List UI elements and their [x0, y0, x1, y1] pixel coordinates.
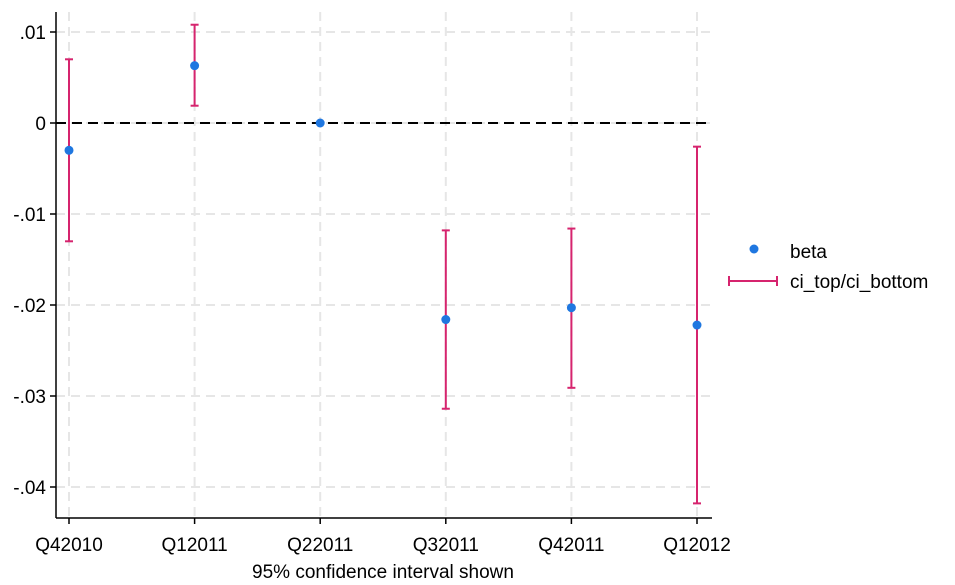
ci-series: [65, 23, 701, 505]
y-tick-label: .01: [20, 23, 46, 44]
legend-beta-marker: [749, 244, 759, 254]
y-tick-label: -.01: [13, 205, 46, 226]
beta-point: [64, 145, 74, 155]
x-tick-label: Q32011: [413, 535, 479, 556]
x-tick-label: Q12012: [663, 535, 731, 556]
x-tick-label: Q22011: [287, 535, 353, 556]
y-tick-label: -.02: [13, 296, 46, 317]
beta-point: [315, 118, 325, 128]
beta-point: [441, 315, 451, 325]
legend-ci-label: ci_top/ci_bottom: [790, 272, 928, 293]
beta-series: [64, 61, 702, 330]
x-tick-label: Q42010: [35, 535, 103, 556]
beta-point: [190, 61, 200, 71]
grid-lines: [56, 12, 712, 518]
x-axis-title: 95% confidence interval shown: [252, 562, 514, 583]
beta-point: [566, 303, 576, 313]
y-tick-label: -.04: [13, 478, 46, 499]
beta-point: [692, 320, 702, 330]
x-tick-label: Q42011: [538, 535, 604, 556]
x-tick-label: Q12011: [161, 535, 227, 556]
axes: .01 0 -.01 -.02 -.03 -.04 Q42010 Q12011 Q22011 Q3…: [13, 12, 731, 556]
legend: beta ci_top/ci_bottom: [728, 242, 928, 293]
legend-beta-label: beta: [790, 242, 827, 263]
y-tick-label: -.03: [13, 387, 46, 408]
y-tick-label: 0: [35, 114, 46, 135]
